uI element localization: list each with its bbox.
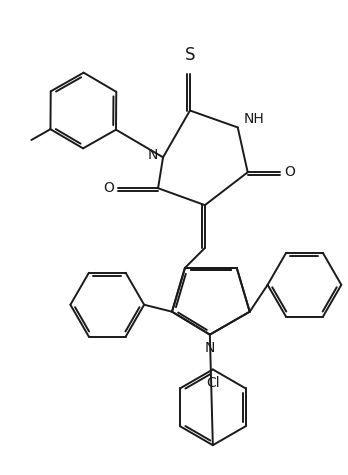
Text: N: N [205,341,215,354]
Text: N: N [148,148,158,162]
Text: O: O [103,181,114,195]
Text: Cl: Cl [206,376,220,390]
Text: NH: NH [243,113,264,126]
Text: S: S [185,46,195,64]
Text: O: O [284,165,295,179]
